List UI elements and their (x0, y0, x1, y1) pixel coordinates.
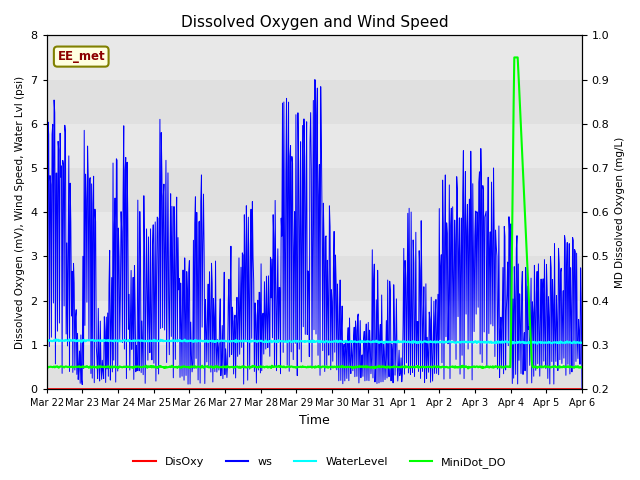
Bar (47, 300, 582, 345)
Legend: DisOxy, ws, WaterLevel, MiniDot_DO: DisOxy, ws, WaterLevel, MiniDot_DO (129, 452, 511, 472)
X-axis label: Time: Time (299, 414, 330, 427)
Bar (47, 345, 582, 389)
Title: Dissolved Oxygen and Wind Speed: Dissolved Oxygen and Wind Speed (180, 15, 448, 30)
Bar (47, 80, 582, 124)
Bar (47, 168, 582, 212)
Bar (47, 36, 582, 80)
Y-axis label: MD Dissolved Oxygen (mg/L): MD Dissolved Oxygen (mg/L) (615, 136, 625, 288)
Bar (47, 212, 582, 256)
Bar (47, 256, 582, 300)
Y-axis label: Dissolved Oxygen (mV), Wind Speed, Water Lvl (psi): Dissolved Oxygen (mV), Wind Speed, Water… (15, 76, 25, 349)
Text: EE_met: EE_met (58, 50, 105, 63)
Bar (47, 124, 582, 168)
